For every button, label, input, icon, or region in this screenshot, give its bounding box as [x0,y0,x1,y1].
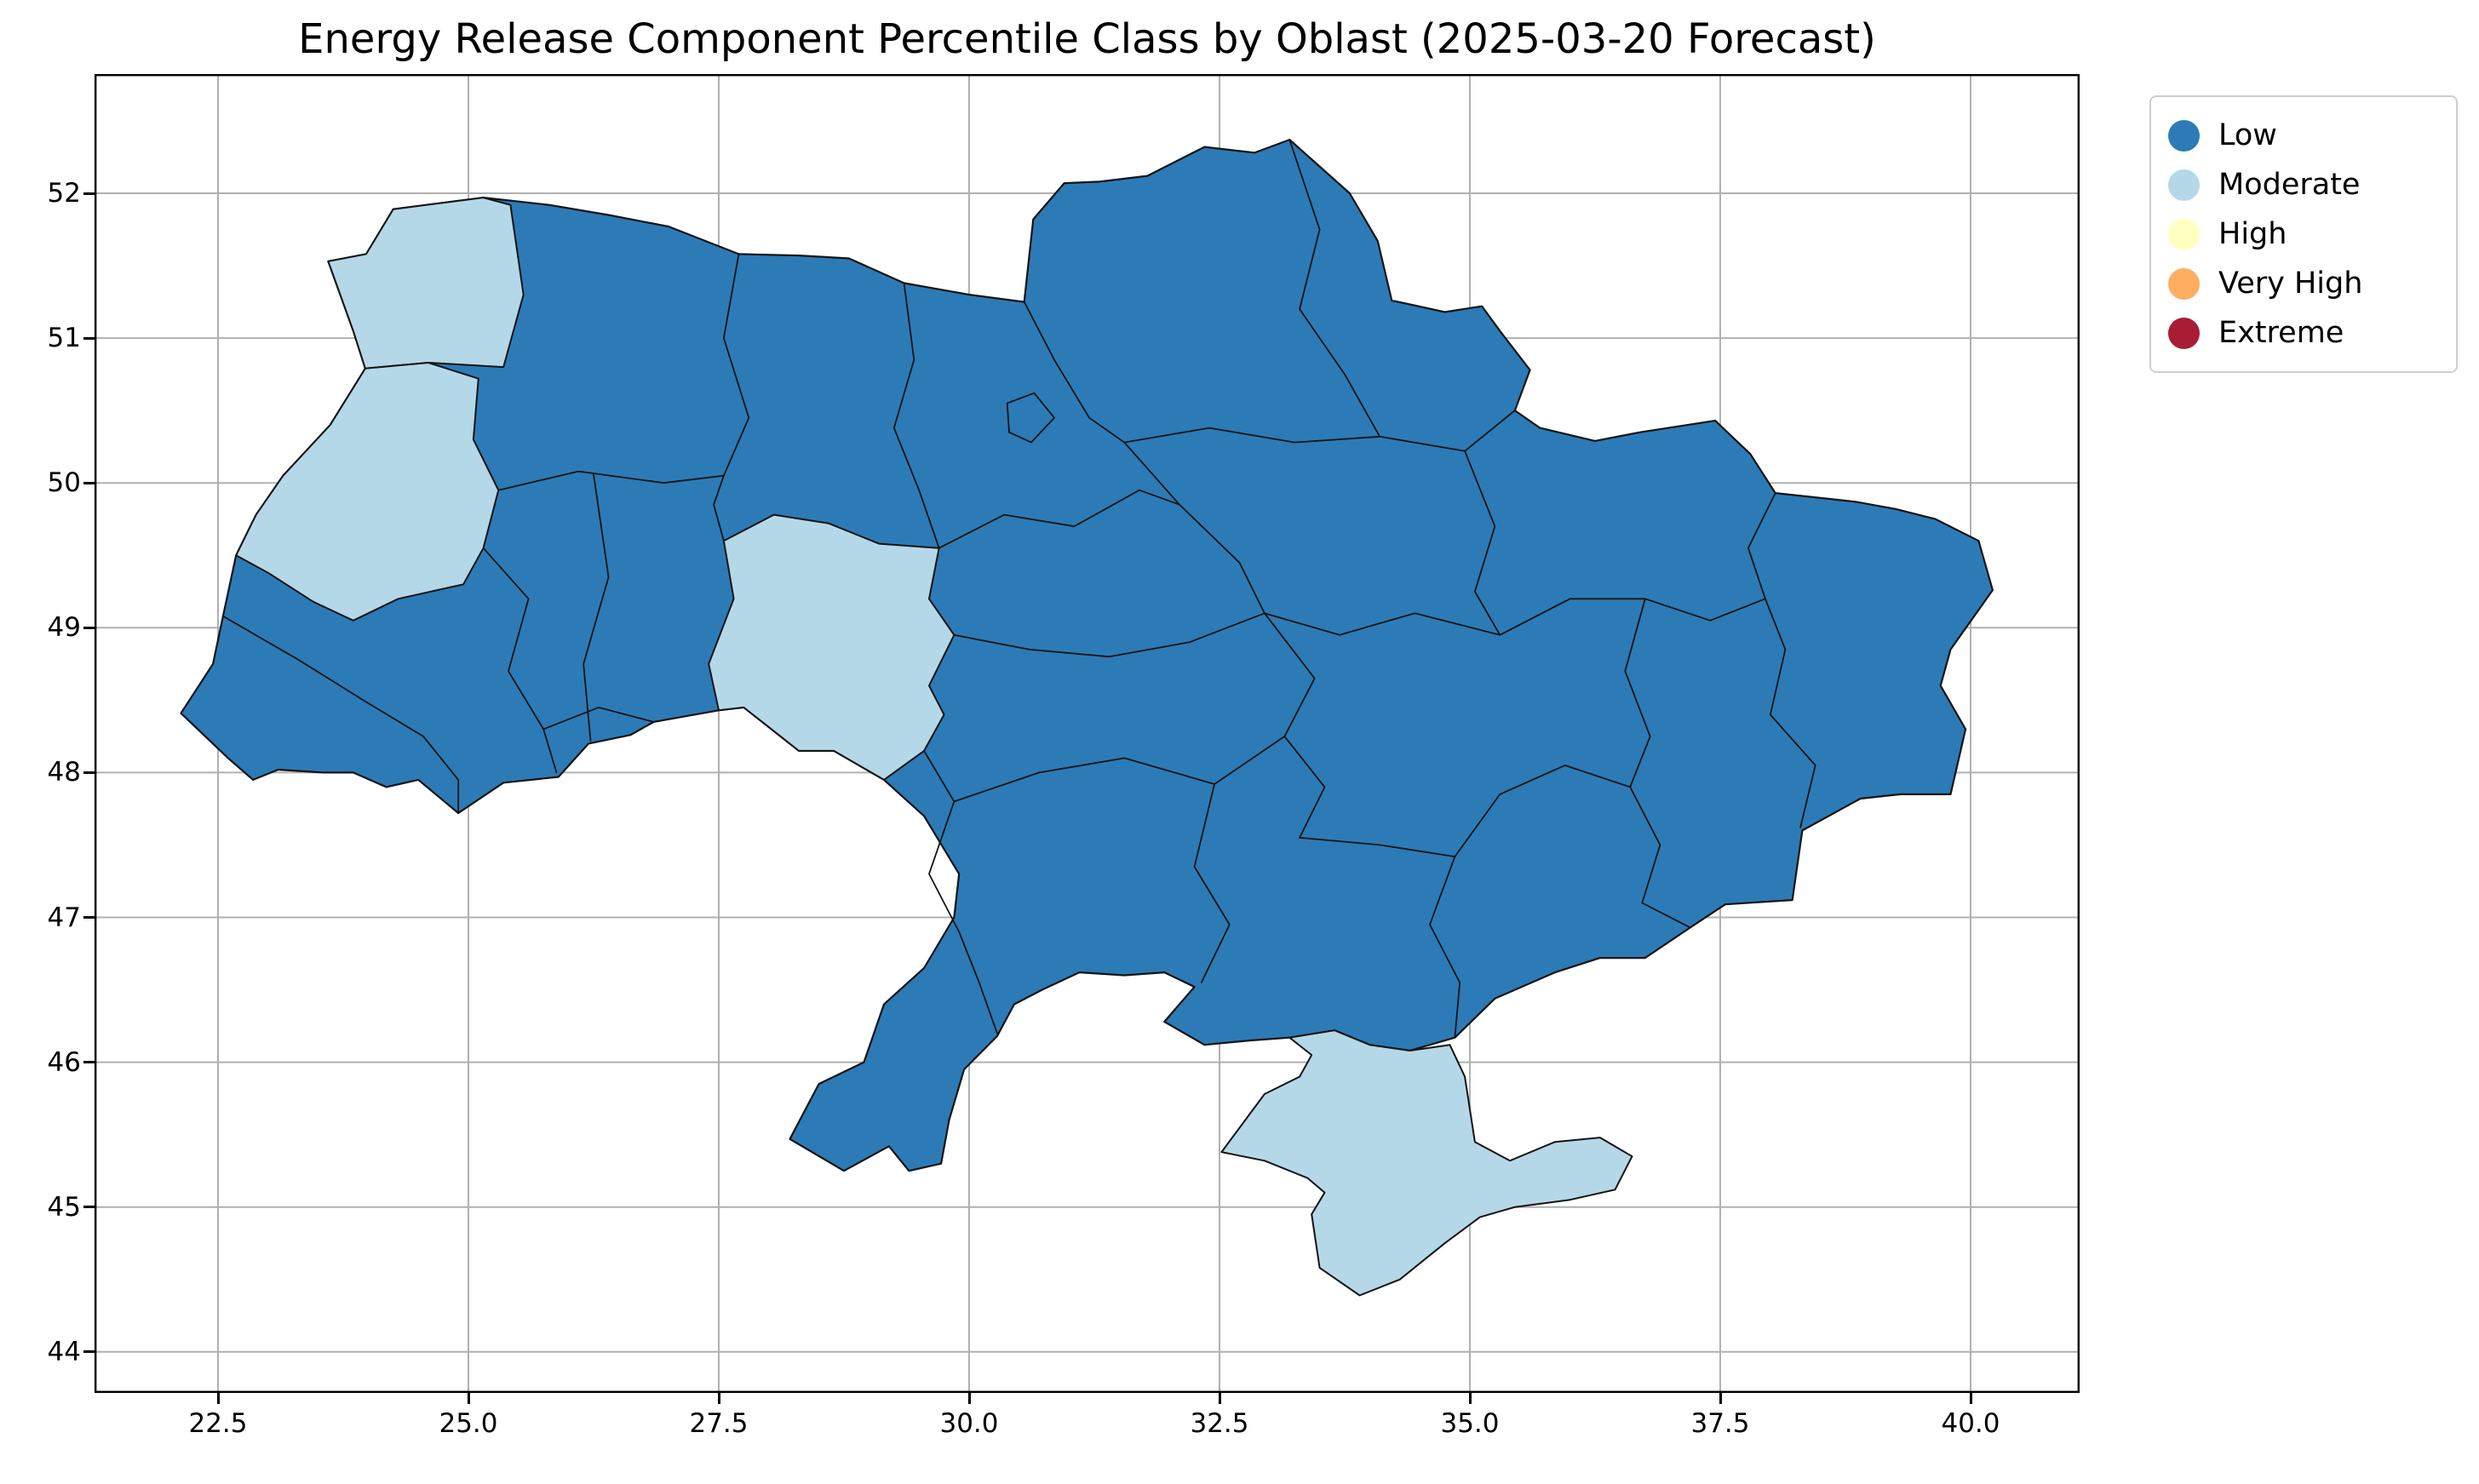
legend-entry-moderate: Moderate [2168,160,2441,209]
oblast-border-line [923,750,998,1034]
legend-entry-low: Low [2168,111,2441,160]
y-tick-mark [83,192,95,195]
volyn-oblast [327,197,525,370]
oblast-border-line [723,253,750,477]
oblast-border-line [1123,441,1265,615]
x-tick-label: 22.5 [188,1408,248,1439]
oblast-border-line [1454,765,1632,857]
y-tick-label: 49 [47,612,81,644]
y-tick-label: 48 [47,757,81,788]
y-tick-mark [83,336,95,340]
y-tick-label: 47 [47,902,81,933]
chart-title: Energy Release Component Percentile Clas… [298,15,1876,63]
legend-label: Extreme [2218,316,2344,350]
y-tick-mark [83,916,95,919]
oblast-border-line [1499,598,1646,636]
oblast-border-line [1123,410,1516,452]
x-tick-label: 32.5 [1190,1408,1249,1439]
y-tick-mark [83,1350,95,1354]
y-tick-label: 45 [47,1191,81,1223]
legend-marker-icon [2168,218,2200,250]
x-tick-mark [467,1393,470,1404]
y-tick-mark [83,1206,95,1209]
oblast-border-line [1288,139,1381,438]
x-tick-label: 27.5 [689,1408,749,1439]
axes-spines [95,74,2080,1393]
oblast-border-line [497,470,725,491]
kyiv-city-boundary [1006,392,1055,444]
oblast-border-line [482,547,558,774]
oblast-border-line [1464,450,1501,636]
legend-entry-extreme: Extreme [2168,308,2441,358]
oblast-border-line [1429,856,1461,1039]
oblast-border-line [1023,301,1126,444]
oblast-border-line [1624,598,1651,788]
legend-label: Low [2218,118,2277,152]
x-tick-mark [717,1393,720,1404]
x-tick-mark [1218,1393,1221,1404]
lviv-oblast [235,362,500,622]
oblast-border-line [221,615,460,814]
y-tick-label: 50 [47,467,81,499]
oblast-border-line [938,489,1180,549]
y-tick-mark [83,1061,95,1064]
legend-marker-icon [2168,119,2200,152]
x-tick-label: 25.0 [439,1408,498,1439]
legend-marker-icon [2168,169,2200,201]
x-tick-mark [1719,1393,1722,1404]
y-tick-mark [83,626,95,629]
oblast-border-line [713,474,725,542]
x-tick-mark [1969,1393,1972,1404]
x-tick-mark [967,1393,971,1404]
oblast-border-line [582,473,610,742]
oblast-border-line [1193,783,1231,983]
oblast-border-line [1765,598,1816,828]
y-tick-label: 44 [47,1336,81,1367]
legend-label: Very High [2218,266,2363,301]
oblast-border-line [542,707,655,731]
y-tick-mark [83,481,95,484]
legend-entry-very-high: Very High [2168,259,2441,308]
y-tick-mark [83,771,95,774]
oblast-border-line [1747,492,1776,600]
x-tick-label: 30.0 [939,1408,999,1439]
legend-label: Moderate [2218,168,2361,202]
legend-entry-high: High [2168,209,2441,259]
vinnytsia-oblast [708,513,955,781]
legend-marker-icon [2168,267,2200,300]
oblast-border-line [892,282,940,549]
x-tick-label: 40.0 [1941,1408,2000,1439]
oblast-border-line [1264,612,1501,636]
crimea [1220,1029,1633,1297]
legend-marker-icon [2168,317,2200,349]
oblast-border-line [1629,786,1691,929]
oblast-border-line [1299,837,1456,857]
x-tick-label: 35.0 [1440,1408,1500,1439]
y-tick-label: 51 [47,323,81,354]
choropleth-map [95,74,2080,1393]
x-tick-label: 37.5 [1690,1408,1750,1439]
legend-label: High [2218,217,2287,251]
oblast-border-line [953,736,1286,803]
legend: Low Moderate High Very High Extreme [2149,95,2458,373]
x-tick-mark [1468,1393,1472,1404]
oblast-border-line [953,612,1265,658]
x-tick-mark [216,1393,220,1404]
oblast-border-line [1644,598,1766,622]
y-tick-label: 52 [47,178,81,209]
y-tick-label: 46 [47,1046,81,1078]
